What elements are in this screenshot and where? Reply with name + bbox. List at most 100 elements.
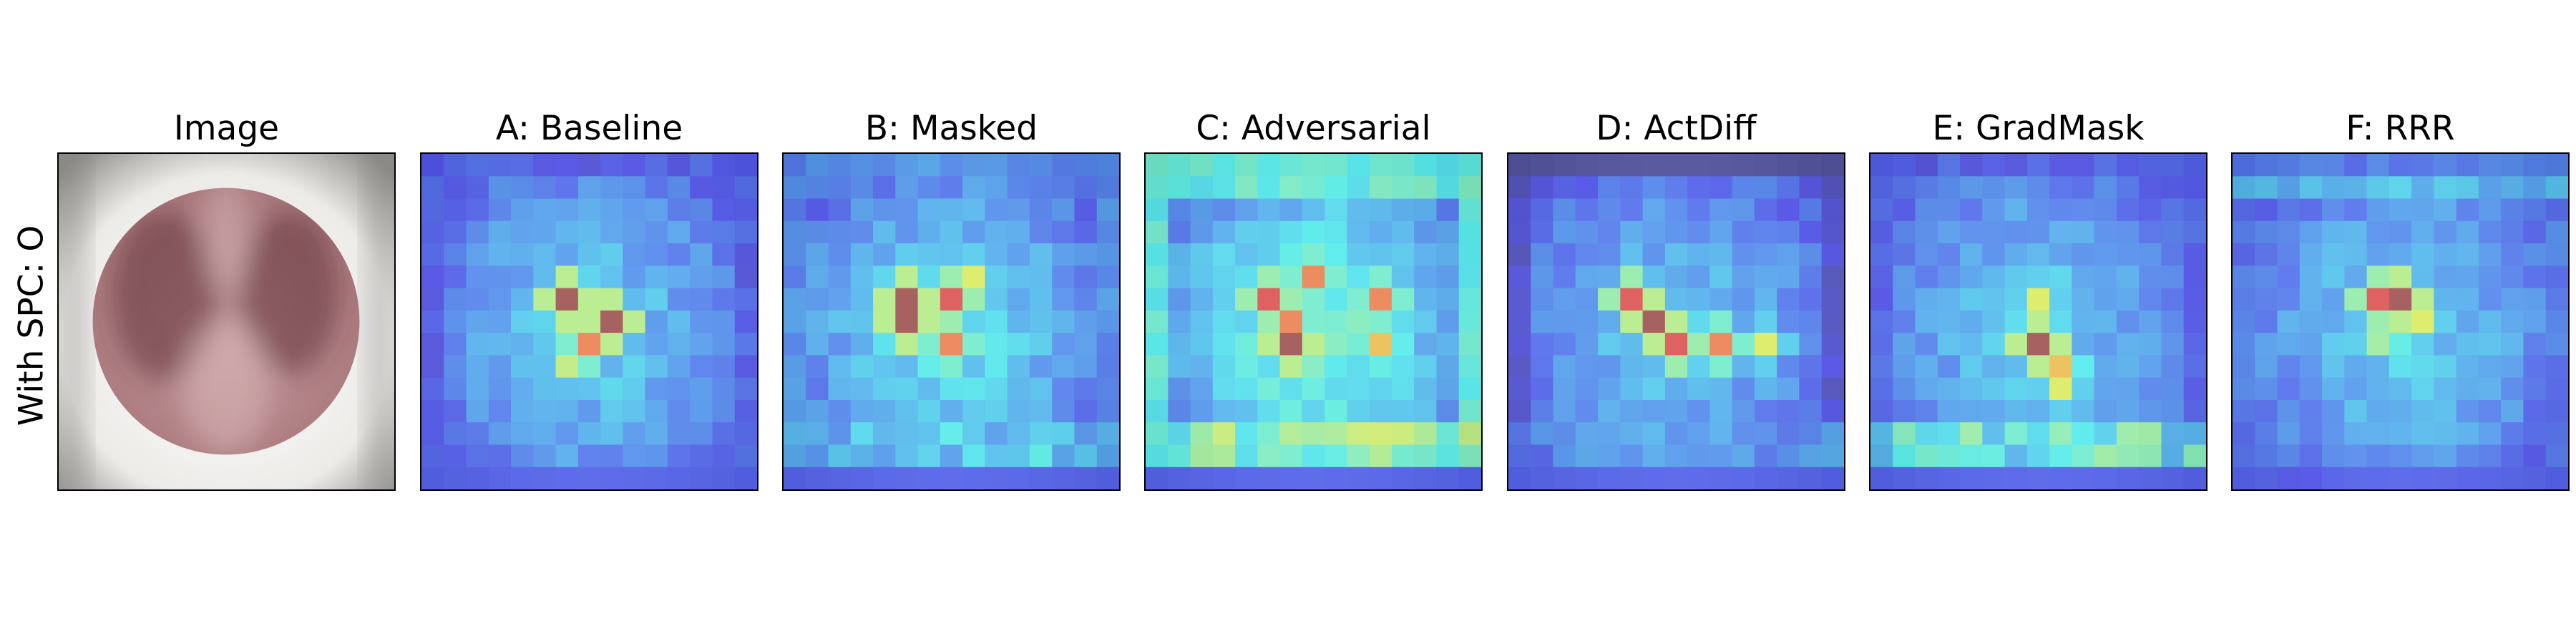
heatmap-cell	[466, 377, 489, 401]
heatmap-cell	[1052, 333, 1075, 356]
heatmap-cell	[734, 422, 757, 446]
heatmap-cell	[962, 310, 985, 333]
heatmap-cell	[1146, 198, 1169, 222]
heatmap-cell	[2389, 333, 2412, 356]
heatmap-cell	[2411, 467, 2434, 489]
heatmap-cell	[2389, 467, 2412, 489]
heatmap-cell	[1074, 467, 1098, 489]
heatmap-cell	[1915, 243, 1938, 266]
heatmap-cell	[2366, 154, 2390, 177]
heatmap-cell	[2004, 220, 2028, 244]
heatmap-cell	[2094, 355, 2117, 379]
heatmap-cell	[1369, 198, 1392, 222]
heatmap-cell	[2523, 333, 2547, 356]
heatmap-cell	[2366, 444, 2390, 468]
heatmap-cell	[2456, 467, 2479, 489]
heatmap-cell	[1960, 198, 1983, 222]
heatmap-cell	[2255, 333, 2278, 356]
heatmap-cell	[511, 176, 534, 200]
heatmap-cell	[1821, 377, 1844, 401]
heatmap-cell	[1369, 377, 1392, 401]
heatmap-cell	[1598, 198, 1621, 222]
heatmap-cell	[645, 265, 668, 289]
heatmap-cell	[1257, 288, 1281, 311]
heatmap-cell	[421, 377, 444, 401]
heatmap-cell	[2501, 467, 2524, 489]
heatmap-cell	[1146, 355, 1169, 379]
heatmap-cell	[1664, 288, 1688, 311]
heatmap-cell	[1870, 288, 1893, 311]
heatmap-cell	[2277, 333, 2301, 356]
heatmap-cell	[1007, 467, 1030, 489]
heatmap-cell	[1096, 377, 1119, 401]
heatmap-cell	[962, 333, 985, 356]
heatmap-cell	[940, 422, 963, 446]
xray-image	[57, 152, 396, 491]
heatmap-cell	[1007, 198, 1030, 222]
heatmap-cell	[2026, 444, 2050, 468]
heatmap-cell	[1369, 333, 1392, 356]
heatmap-cell	[1982, 243, 2006, 266]
heatmap-cell	[1279, 154, 1303, 177]
panel-title-baseline: A: Baseline	[495, 109, 683, 148]
heatmap-cell	[1754, 310, 1777, 333]
heatmap-cell	[555, 377, 579, 401]
heatmap-cell	[1893, 377, 1916, 401]
heatmap-cell	[2049, 154, 2072, 177]
heatmap-cell	[1709, 198, 1733, 222]
heatmap-svg	[1870, 154, 2206, 489]
heatmap-cell	[1168, 333, 1191, 356]
heatmap-cell	[1732, 467, 1755, 489]
heatmap-cell	[2456, 198, 2479, 222]
heatmap-cell	[2161, 467, 2185, 489]
heatmap-cell	[466, 355, 489, 379]
heatmap-cell	[1732, 422, 1755, 446]
heatmap-cell	[1190, 399, 1214, 423]
heatmap-cell	[1777, 243, 1800, 266]
heatmap-cell	[1915, 422, 1938, 446]
heatmap-cell	[1414, 422, 1438, 446]
heatmap-cell	[806, 444, 829, 468]
heatmap-cell	[2322, 220, 2345, 244]
row-label: With SPC: O	[11, 225, 52, 426]
heatmap-cell	[828, 310, 852, 333]
heatmap-cell	[2183, 444, 2206, 468]
heatmap-cell	[2139, 243, 2162, 266]
heatmap-cell	[577, 198, 601, 222]
heatmap-cell	[1391, 422, 1415, 446]
heatmap-cell	[2116, 399, 2140, 423]
heatmap-cell	[1709, 422, 1733, 446]
heatmap-cell	[1531, 176, 1554, 200]
heatmap-cell	[1937, 333, 1961, 356]
heatmap-rrr	[2231, 152, 2570, 491]
heatmap-cell	[2545, 399, 2568, 423]
heatmap-cell	[1074, 377, 1098, 401]
heatmap-cell	[2049, 265, 2072, 289]
heatmap-cell	[2501, 220, 2524, 244]
heatmap-cell	[690, 176, 713, 200]
heatmap-cell	[1754, 333, 1777, 356]
panel-masked	[782, 152, 1121, 491]
heatmap-cell	[1642, 220, 1666, 244]
heatmap-cell	[2233, 444, 2255, 468]
heatmap-cell	[421, 422, 444, 446]
heatmap-cell	[488, 467, 512, 489]
heatmap-cell	[2501, 422, 2524, 446]
heatmap-cell	[2183, 198, 2206, 222]
heatmap-cell	[2456, 288, 2479, 311]
heatmap-cell	[734, 467, 757, 489]
heatmap-cell	[1168, 198, 1191, 222]
heatmap-cell	[1777, 176, 1800, 200]
heatmap-cell	[940, 176, 963, 200]
heatmap-cell	[1777, 355, 1800, 379]
heatmap-cell	[1190, 355, 1214, 379]
heatmap-cell	[895, 377, 919, 401]
heatmap-cell	[1870, 333, 1893, 356]
heatmap-cell	[917, 310, 941, 333]
heatmap-cell	[1190, 422, 1214, 446]
heatmap-cell	[1257, 467, 1281, 489]
heatmap-cell	[1257, 444, 1281, 468]
heatmap-cell	[2344, 310, 2368, 333]
heatmap-baseline	[420, 152, 758, 491]
